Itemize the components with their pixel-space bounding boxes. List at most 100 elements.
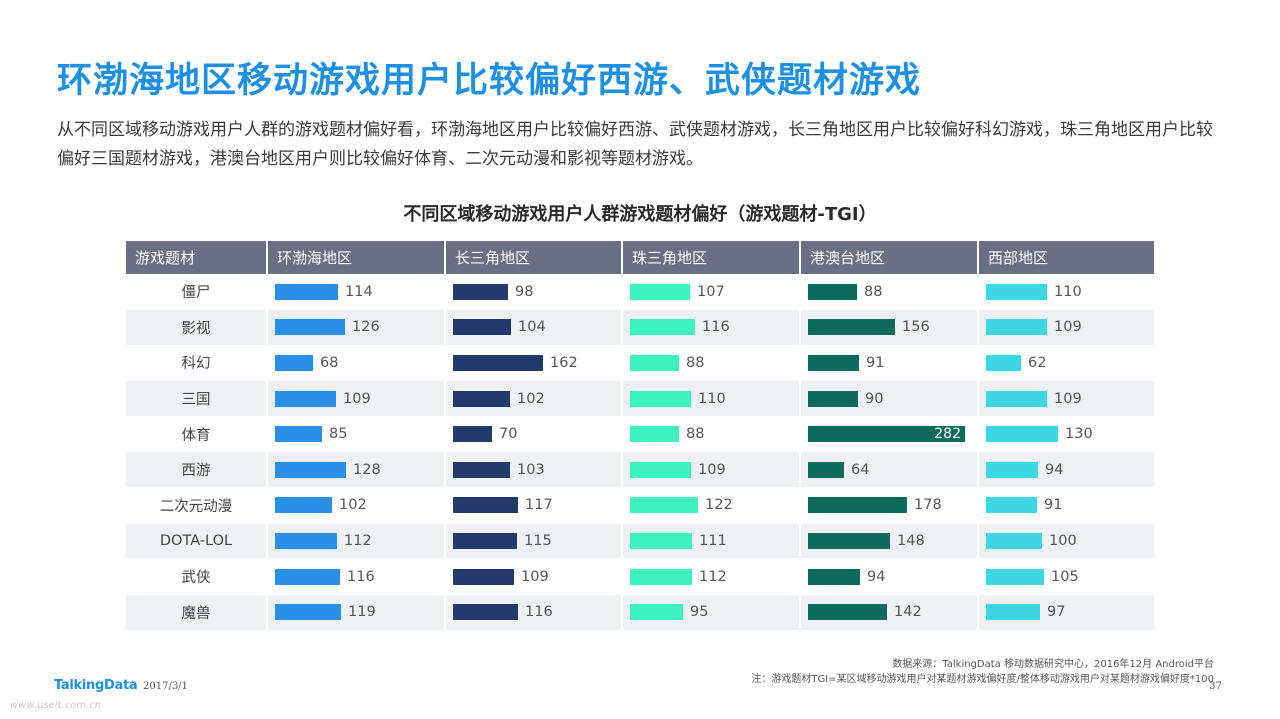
data-bar — [986, 497, 1037, 514]
data-label: 91 — [866, 354, 885, 371]
data-label: 128 — [353, 461, 381, 478]
column-header-region: 港澳台地区 — [800, 241, 979, 274]
table-row: 僵尸 114 98 107 88 110 — [126, 273, 1154, 310]
data-bar — [275, 604, 341, 621]
column-header-region: 环渤海地区 — [267, 241, 446, 274]
data-bar — [453, 497, 518, 514]
data-bar — [630, 532, 692, 549]
value-cell: 112 — [267, 522, 446, 559]
data-bar — [453, 461, 510, 478]
data-bar — [275, 319, 345, 336]
data-bar — [986, 426, 1058, 443]
data-bar — [986, 354, 1021, 371]
value-cell: 122 — [622, 487, 801, 524]
data-label: 114 — [345, 283, 373, 300]
table-row: 三国 109 102 110 90 109 — [126, 380, 1154, 417]
data-bar — [453, 319, 511, 336]
value-cell: 88 — [622, 415, 801, 452]
data-label: 97 — [1047, 604, 1066, 621]
table-row: 影视 126 104 116 156 109 — [126, 309, 1154, 346]
column-header-region: 珠三角地区 — [622, 241, 801, 274]
data-bar — [986, 532, 1042, 549]
data-label: 109 — [698, 461, 726, 478]
data-label: 104 — [518, 319, 546, 336]
value-cell: 85 — [267, 415, 446, 452]
data-label: 88 — [686, 426, 705, 443]
data-label: 88 — [686, 354, 705, 371]
data-bar — [275, 461, 346, 478]
category-label: 二次元动漫 — [126, 487, 268, 524]
value-cell: 98 — [445, 273, 623, 310]
data-bar — [453, 354, 543, 371]
chart-title: 不同区域移动游戏用户人群游戏题材偏好（游戏题材-TGI） — [403, 204, 877, 225]
table-row: 武侠 116 109 112 94 105 — [126, 558, 1154, 595]
category-label: 三国 — [126, 380, 268, 417]
data-bar — [986, 283, 1047, 300]
value-cell: 100 — [978, 522, 1154, 559]
page-number: 37 — [1209, 681, 1222, 692]
data-label: 282 — [934, 426, 961, 443]
data-bar — [275, 283, 338, 300]
data-bar — [986, 319, 1047, 336]
value-cell: 114 — [267, 273, 446, 310]
value-cell: 110 — [622, 380, 801, 417]
data-bar — [808, 283, 857, 300]
value-cell: 102 — [267, 487, 446, 524]
data-label: 94 — [867, 568, 886, 585]
data-label: 109 — [1054, 390, 1082, 407]
data-bar — [808, 497, 907, 514]
value-cell: 111 — [622, 522, 801, 559]
data-label: 110 — [698, 390, 726, 407]
data-bar — [630, 319, 695, 336]
value-cell: 109 — [267, 380, 446, 417]
data-label: 142 — [894, 604, 922, 621]
value-cell: 178 — [800, 487, 979, 524]
data-label: 122 — [705, 497, 733, 514]
value-cell: 88 — [800, 273, 979, 310]
table-row: DOTA-LOL 112 115 111 148 100 — [126, 522, 1154, 559]
value-cell: 115 — [445, 522, 623, 559]
value-cell: 148 — [800, 522, 979, 559]
data-label: 156 — [902, 319, 930, 336]
data-bar — [630, 354, 679, 371]
value-cell: 116 — [267, 558, 446, 595]
data-label: 100 — [1049, 532, 1077, 549]
data-bar — [630, 283, 690, 300]
data-label: 109 — [343, 390, 371, 407]
column-header-region: 长三角地区 — [445, 241, 623, 274]
category-label: 体育 — [126, 415, 268, 452]
column-header-region: 西部地区 — [978, 241, 1154, 274]
category-label: 科幻 — [126, 344, 268, 381]
data-label: 110 — [1054, 283, 1082, 300]
column-header-category: 游戏题材 — [126, 241, 268, 274]
value-cell: 64 — [800, 451, 979, 488]
data-bar — [986, 461, 1038, 478]
data-bar — [275, 390, 336, 407]
data-label: 62 — [1028, 354, 1047, 371]
data-label: 148 — [897, 532, 925, 549]
page-title: 环渤海地区移动游戏用户比较偏好西游、武侠题材游戏 — [57, 61, 922, 101]
data-bar — [275, 568, 340, 585]
data-bar — [808, 390, 858, 407]
data-bar — [275, 532, 337, 549]
table-row: 体育 85 70 88 282 130 — [126, 415, 1154, 452]
brand-logo: TalkingData — [54, 678, 138, 693]
value-cell: 103 — [445, 451, 623, 488]
data-bar — [630, 604, 683, 621]
data-bar — [808, 604, 887, 621]
value-cell: 91 — [800, 344, 979, 381]
data-label: 85 — [329, 426, 348, 443]
value-cell: 105 — [978, 558, 1154, 595]
data-bar — [453, 283, 508, 300]
table-header-row: 游戏题材 环渤海地区 长三角地区 珠三角地区 港澳台地区 西部地区 — [126, 241, 1154, 274]
data-label: 95 — [690, 604, 709, 621]
data-label: 70 — [499, 426, 518, 443]
data-label: 126 — [352, 319, 380, 336]
footer-source: 数据来源：TalkingData 移动数据研究中心，2016年12月 Andro… — [751, 657, 1214, 687]
data-label: 64 — [851, 461, 870, 478]
value-cell: 95 — [622, 593, 801, 630]
value-cell: 88 — [622, 344, 801, 381]
data-label: 68 — [320, 354, 339, 371]
value-cell: 126 — [267, 309, 446, 346]
data-label: 178 — [914, 497, 942, 514]
